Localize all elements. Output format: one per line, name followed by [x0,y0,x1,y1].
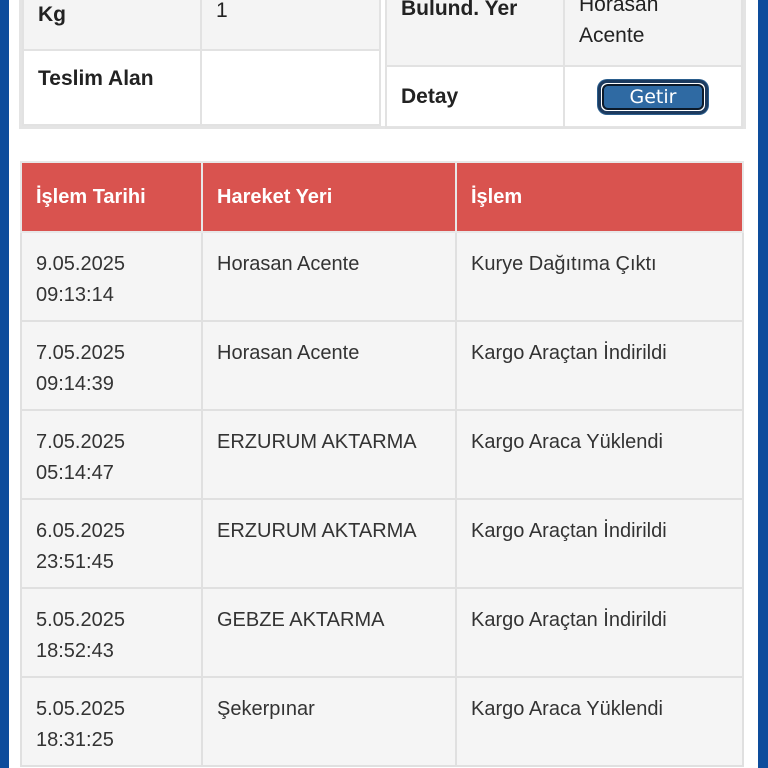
movements-table: İşlem Tarihi Hareket Yeri İşlem 9.05.202… [20,161,744,767]
cell-action: Kargo Araçtan İndirildi [455,320,744,411]
cell-date: 9.05.2025 09:13:14 [20,231,203,322]
header-islem-tarihi: İşlem Tarihi [20,161,203,233]
cell-action: Kargo Araca Yüklendi [455,676,744,767]
cell-place: ERZURUM AKTARMA [201,498,457,589]
table-row: 5.05.2025 18:31:25 Şekerpınar Kargo Araca… [20,676,744,767]
table-row: 9.05.2025 09:13:14 Horasan Acente Kurye D… [20,231,744,322]
teslim-alan-value [200,49,381,126]
date-text: 9.05.2025 [36,253,125,275]
table-row: 5.05.2025 18:52:43 GEBZE AKTARMA Kargo Ar… [20,587,744,678]
table-row: 6.05.2025 23:51:45 ERZURUM AKTARMA Kargo … [20,498,744,589]
cell-date: 7.05.2025 05:14:47 [20,409,203,500]
date-text: 6.05.2025 [36,520,125,542]
time-text: 18:31:25 [36,729,114,751]
table-header-row: İşlem Tarihi Hareket Yeri İşlem [20,161,744,233]
date-text: 5.05.2025 [36,698,125,720]
date-text: 7.05.2025 [36,342,125,364]
cell-date: 6.05.2025 23:51:45 [20,498,203,589]
cell-place: ERZURUM AKTARMA [201,409,457,500]
kg-label: Kg [22,0,202,51]
time-text: 18:52:43 [36,640,114,662]
page: Kg 1 Teslim Alan Bulund. Yer Horasan Ace… [9,0,758,768]
cell-place: Horasan Acente [201,320,457,411]
header-islem: İşlem [455,161,744,233]
shipment-info-box: Kg 1 Teslim Alan Bulund. Yer Horasan Ace… [19,0,746,129]
cell-date: 5.05.2025 18:31:25 [20,676,203,767]
cell-place: GEBZE AKTARMA [201,587,457,678]
cell-action: Kargo Araca Yüklendi [455,409,744,500]
time-text: 23:51:45 [36,551,114,573]
table-row: 7.05.2025 05:14:47 ERZURUM AKTARMA Kargo … [20,409,744,500]
header-hareket-yeri: Hareket Yeri [201,161,457,233]
date-text: 5.05.2025 [36,609,125,631]
bulund-yer-text: Horasan Acente [579,0,659,47]
cell-action: Kurye Dağıtıma Çıktı [455,231,744,322]
getir-button[interactable]: Getir [598,80,708,114]
table-row: 7.05.2025 09:14:39 Horasan Acente Kargo A… [20,320,744,411]
detay-label: Detay [385,65,565,129]
getir-button-label: Getir [602,84,704,110]
detay-value: Getir [563,65,743,129]
cell-date: 5.05.2025 18:52:43 [20,587,203,678]
cell-action: Kargo Araçtan İndirildi [455,498,744,589]
time-text: 09:13:14 [36,284,114,306]
time-text: 09:14:39 [36,373,114,395]
cell-date: 7.05.2025 09:14:39 [20,320,203,411]
date-text: 7.05.2025 [36,431,125,453]
kg-value: 1 [200,0,381,51]
teslim-alan-label: Teslim Alan [22,49,202,126]
bulund-yer-value: Horasan Acente [563,0,743,67]
cell-place: Şekerpınar [201,676,457,767]
cell-place: Horasan Acente [201,231,457,322]
bulund-yer-label: Bulund. Yer [385,0,565,67]
time-text: 05:14:47 [36,462,114,484]
cell-action: Kargo Araçtan İndirildi [455,587,744,678]
